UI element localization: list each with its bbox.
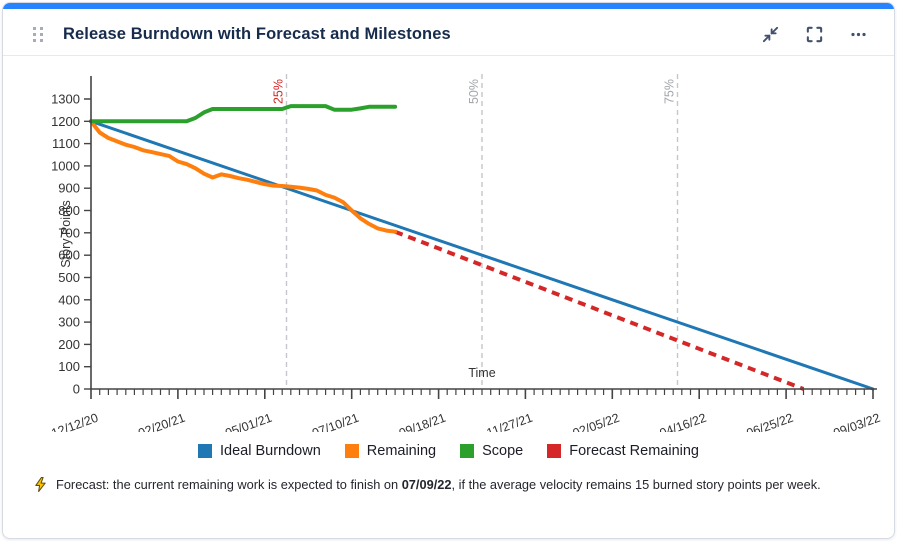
legend-swatch xyxy=(344,444,359,458)
legend-label: Scope xyxy=(482,443,524,459)
legend-label: Forecast Remaining xyxy=(569,443,699,459)
legend-item-ideal-burndown[interactable]: Ideal Burndown xyxy=(198,443,321,459)
x-axis: 12/12/20 02/20/21 05/01/21 07/10/21 09/18/21… xyxy=(50,388,883,440)
drag-handle-icon[interactable] xyxy=(33,26,43,42)
series-remaining xyxy=(89,119,398,234)
forecast-text: Forecast: the current remaining work is … xyxy=(56,477,821,492)
x-tick-label: 11/27/21 xyxy=(485,411,535,432)
milestone-label: 50% xyxy=(467,79,481,104)
x-tick-label: 09/18/21 xyxy=(397,411,448,432)
series-scope xyxy=(89,104,398,124)
x-tick-label: 06/25/22 xyxy=(745,411,796,432)
x-tick-label: 12/12/20 xyxy=(50,411,101,432)
minimize-button[interactable] xyxy=(760,24,780,44)
x-tick-label: 05/01/21 xyxy=(223,411,274,432)
gadget-actions xyxy=(760,24,868,44)
x-tick-label: 07/10/21 xyxy=(310,411,361,432)
series-ideal-burndown xyxy=(89,119,875,391)
gadget-header: Release Burndown with Forecast and Miles… xyxy=(3,9,894,55)
forecast-date: 07/09/22 xyxy=(401,477,452,492)
milestone-label: 75% xyxy=(663,79,677,104)
chart-legend: Ideal Burndown Remaining Scope Forecast … xyxy=(3,443,894,459)
gadget-title: Release Burndown with Forecast and Miles… xyxy=(63,24,451,43)
arrows-collapse-icon xyxy=(762,26,778,42)
svg-text:200: 200 xyxy=(58,337,80,352)
svg-text:400: 400 xyxy=(58,292,80,307)
fullscreen-icon xyxy=(806,26,822,42)
legend-label: Ideal Burndown xyxy=(220,443,321,459)
legend-swatch xyxy=(460,444,475,458)
legend-item-forecast-remaining[interactable]: Forecast Remaining xyxy=(547,443,699,459)
burndown-chart[interactable]: 25% 50% 75% 0 100 200 300 400 500 600 700 800 900 100… xyxy=(14,64,889,440)
y-axis: 0 100 200 300 400 500 600 700 800 900 1000 1100 1200… xyxy=(51,76,92,397)
legend-item-remaining[interactable]: Remaining xyxy=(344,443,437,459)
forecast-footer: Forecast: the current remaining work is … xyxy=(33,476,894,493)
lightning-bolt-icon xyxy=(35,476,46,493)
svg-text:900: 900 xyxy=(58,181,80,196)
card-accent-bar xyxy=(3,3,894,9)
svg-text:600: 600 xyxy=(58,248,80,263)
chart-area: 25% 50% 75% 0 100 200 300 400 500 600 700 800 900 100… xyxy=(3,56,894,440)
svg-text:300: 300 xyxy=(58,315,80,330)
legend-item-scope[interactable]: Scope xyxy=(460,443,523,459)
svg-text:100: 100 xyxy=(58,359,80,374)
y-axis-title: Story Points xyxy=(59,200,73,267)
legend-label: Remaining xyxy=(366,443,437,459)
legend-swatch xyxy=(198,444,213,458)
ellipsis-icon xyxy=(850,32,866,36)
x-axis-title: Time xyxy=(468,366,495,380)
header-divider xyxy=(3,55,894,56)
svg-text:800: 800 xyxy=(58,203,80,218)
x-tick-label: 09/03/22 xyxy=(832,411,883,432)
series-forecast-remaining xyxy=(394,229,805,391)
milestone-label: 25% xyxy=(272,79,286,104)
more-options-button[interactable] xyxy=(848,24,868,44)
svg-text:1000: 1000 xyxy=(51,158,80,173)
fullscreen-button[interactable] xyxy=(804,24,824,44)
x-tick-label: 04/16/22 xyxy=(658,411,709,432)
svg-text:700: 700 xyxy=(58,225,80,240)
legend-swatch xyxy=(547,444,562,458)
svg-text:0: 0 xyxy=(73,382,80,397)
svg-text:1200: 1200 xyxy=(51,114,80,129)
svg-text:1300: 1300 xyxy=(51,92,80,107)
svg-text:1100: 1100 xyxy=(52,136,80,151)
x-tick-label: 02/20/21 xyxy=(136,411,187,432)
x-tick-label: 02/05/22 xyxy=(571,411,622,432)
svg-text:500: 500 xyxy=(58,270,80,285)
